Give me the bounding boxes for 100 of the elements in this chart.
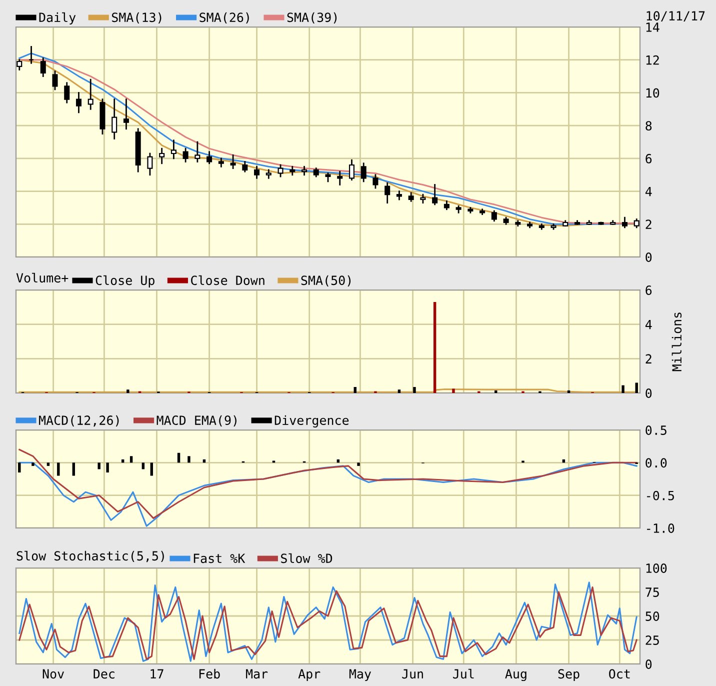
x-tick-label: May	[349, 669, 372, 682]
y-tick-label: 14	[646, 22, 660, 32]
candlestick	[360, 162, 366, 182]
y-tick-label: 8	[646, 121, 652, 131]
legend-label: MACD(12,26)	[39, 415, 119, 427]
candlestick	[112, 98, 118, 140]
y-tick-label: 10	[646, 88, 660, 98]
candlestick	[432, 184, 438, 206]
x-tick-label: Jun	[402, 669, 423, 679]
bar	[32, 462, 34, 466]
candlestick	[40, 58, 46, 77]
bar	[106, 462, 109, 472]
x-tick-label: 17	[150, 669, 164, 678]
x-tick-label: Oct	[609, 669, 630, 679]
bar	[354, 386, 356, 393]
legend-label: SMA(39)	[287, 12, 337, 24]
x-tick-label: Sep	[558, 669, 580, 682]
bar	[635, 382, 638, 393]
y-tick-label: 12	[646, 55, 659, 65]
bar	[142, 462, 145, 470]
candlestick	[206, 151, 212, 164]
line-series	[18, 448, 638, 519]
y-tick-label: 6	[646, 154, 652, 164]
legend-label: SMA(13)	[112, 12, 162, 24]
x-tick-label: Mar	[246, 669, 268, 679]
candlestick	[16, 59, 22, 70]
y-tick-label: 2	[646, 354, 652, 364]
bar	[433, 302, 436, 393]
candlestick	[88, 78, 94, 110]
candlestick	[254, 166, 260, 179]
candlestick	[159, 148, 165, 164]
x-tick-label: Aug	[505, 669, 526, 682]
legend-title: Slow Stochastic(5,5)	[16, 550, 164, 562]
x-tick-label: Dec	[94, 669, 114, 679]
bar	[18, 462, 21, 472]
candlestick	[182, 148, 188, 162]
y-tick-label: 2	[646, 220, 652, 229]
candlestick	[64, 82, 70, 104]
candlestick	[170, 140, 176, 160]
line-series	[18, 462, 638, 527]
bar	[57, 462, 60, 476]
bar	[188, 456, 190, 463]
y-tick-label: -1.0	[647, 524, 674, 533]
candlestick	[302, 166, 308, 176]
bar	[357, 462, 360, 466]
bar	[177, 452, 180, 463]
bar	[98, 462, 100, 470]
y-axis-title: Millions	[672, 312, 682, 372]
candlestick	[194, 141, 200, 162]
candlestick	[348, 159, 354, 180]
legend-label: MACD EMA(9)	[156, 415, 236, 426]
candlestick	[218, 158, 224, 168]
bar	[150, 462, 154, 476]
candlestick	[290, 166, 296, 176]
y-tick-label: 0	[646, 660, 652, 669]
y-tick-label: 0	[646, 252, 652, 262]
candlestick	[266, 169, 272, 179]
bar	[622, 385, 624, 393]
candlestick	[242, 161, 248, 172]
candlestick	[147, 152, 153, 176]
y-tick-label: 50	[646, 612, 660, 621]
candlestick	[123, 98, 129, 130]
legend-label: Slow %D	[281, 553, 332, 564]
y-tick-label: 6	[646, 286, 652, 295]
y-tick-label: 0.5	[646, 426, 666, 435]
bar	[126, 390, 130, 393]
candlestick	[372, 174, 378, 189]
y-tick-label: -0.5	[647, 490, 674, 500]
bar	[130, 456, 133, 463]
y-tick-label: 4	[645, 186, 652, 196]
legend-title: Volume+	[16, 272, 68, 283]
legend-label: Close Down	[191, 275, 264, 286]
y-tick-label: 75	[646, 588, 659, 597]
legend-label: Close Up	[96, 275, 154, 288]
y-tick-label: 0	[646, 388, 652, 398]
candlestick	[278, 164, 284, 178]
bar	[46, 462, 50, 466]
legend-label: SMA(26)	[200, 12, 249, 24]
text: 10/11/17	[646, 11, 705, 22]
legend-label: Fast %K	[194, 554, 246, 564]
bar	[452, 388, 455, 393]
bar	[413, 386, 416, 393]
candlestick	[230, 154, 236, 169]
x-tick-label: Jul	[453, 668, 474, 679]
bar	[72, 462, 76, 476]
y-tick-label: 25	[646, 636, 659, 645]
bar	[398, 390, 401, 393]
candlestick	[384, 182, 390, 204]
x-tick-label: Nov	[42, 669, 64, 679]
legend-label: Divergence	[274, 415, 349, 428]
y-tick-label: 0.0	[646, 458, 667, 468]
candlestick	[76, 92, 82, 114]
y-tick-label: 100	[646, 564, 667, 573]
candlestick	[491, 210, 497, 222]
x-tick-label: Apr	[298, 669, 320, 682]
y-tick-label: 4	[645, 320, 652, 330]
legend-label: SMA(50)	[301, 275, 351, 287]
candlestick	[52, 70, 58, 90]
candlestick	[622, 216, 628, 228]
legend-label: Daily	[39, 12, 76, 24]
